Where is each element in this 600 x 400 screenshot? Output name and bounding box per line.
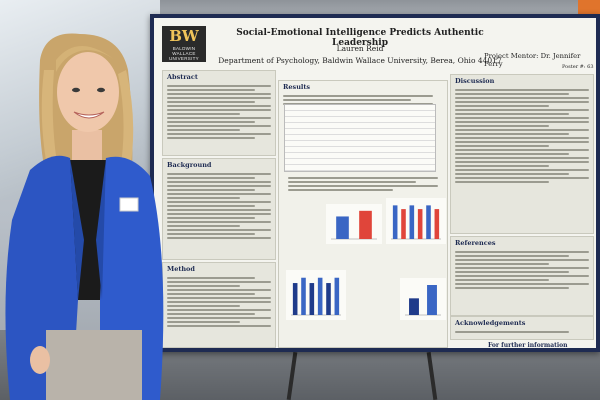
discussion-text [451,86,593,186]
university-logo: BW BALDWIN WALLACE UNIVERSITY [162,26,206,62]
chart-1-svg [331,210,377,240]
background-heading: Background [167,161,212,169]
right-eye [97,87,105,93]
chart-figure-2 [386,198,446,244]
chart-3-bar-3 [309,283,315,315]
face [57,52,119,132]
neck [72,130,102,160]
poster-department: Department of Psychology, Baldwin Wallac… [218,56,502,65]
logo-name: BALDWIN WALLACE UNIVERSITY [168,46,199,61]
hair-front [56,45,120,72]
abstract-section: Abstract [162,70,276,156]
references-heading: References [455,239,496,247]
chart-3-bar-6 [334,277,340,315]
poster-number: Poster #: 63 [562,64,594,70]
chart-2-bar-3 [409,205,415,239]
chart-figure-4 [400,278,446,320]
background-section: Background [162,158,276,260]
blazer-lapel-left [70,158,84,300]
chart-3-svg [291,277,341,316]
references-text [451,248,593,292]
discussion-section: Discussion [450,74,594,234]
chart-2-bar-5 [426,205,431,239]
chart-2-svg [391,205,441,240]
chart-3-bar-5 [326,283,331,315]
chart-4-svg [405,285,441,316]
chart-3-bar-4 [317,277,323,315]
poster-title: Social-Emotional Intelligence Predicts A… [236,28,484,48]
method-text [163,274,275,330]
chart-2-bar-2 [401,209,406,239]
hand [30,346,50,374]
chart-2-bar-4 [417,209,423,239]
logo-mark: BW [169,27,199,45]
acknowledgements-section: Acknowledgements [450,316,594,340]
poster-surface: BW BALDWIN WALLACE UNIVERSITY Social-Emo… [154,18,596,349]
chart-2-bar-6 [434,209,440,239]
orange-sign [578,0,600,14]
acknowledgements-text [451,328,593,336]
chart-2-bar-1 [392,205,398,239]
poster-author: Lauren Reid [336,44,384,53]
chart-4-bar-2 [427,285,437,315]
research-poster: BW BALDWIN WALLACE UNIVERSITY Social-Emo… [150,14,600,352]
poster-mentor: Project Mentor: Dr. Jennifer Perry [484,52,581,68]
results-table [284,104,436,172]
discussion-heading: Discussion [455,77,495,85]
results-note [284,174,442,194]
references-section: References [450,236,594,316]
chart-1-bar-2 [359,210,372,239]
abstract-text [163,82,275,142]
gray-pants [46,330,142,400]
chart-4-bar-1 [409,298,419,315]
acknowledgements-heading: Acknowledgements [455,319,526,327]
chart-figure-3 [286,270,346,320]
name-tag [119,197,139,212]
background-text [163,170,275,242]
presenter-person [5,33,164,400]
chart-1-bar-1 [336,216,349,239]
chart-figure-1 [326,204,382,244]
chart-3-bar-2 [301,277,306,315]
chart-3-bar-1 [292,283,298,315]
smile [73,111,105,119]
further-info-heading: For further information [488,342,568,349]
blazer-lapel-right [96,158,106,300]
method-section: Method [162,262,276,348]
abstract-heading: Abstract [167,73,198,81]
results-heading: Results [283,83,311,91]
method-heading: Method [167,265,195,273]
left-eye [72,87,80,93]
